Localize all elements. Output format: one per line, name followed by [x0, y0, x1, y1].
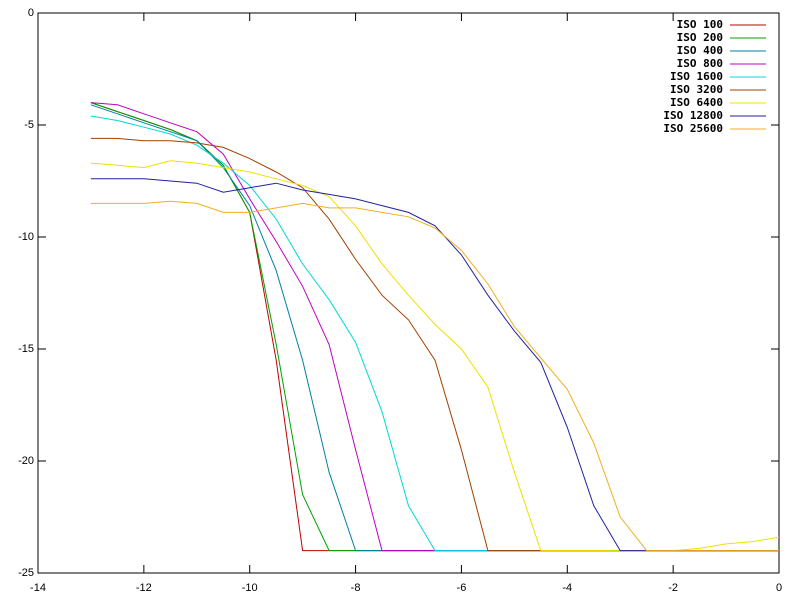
legend-label: ISO 3200	[670, 83, 723, 96]
legend-label: ISO 1600	[670, 70, 723, 83]
x-tick-label: -14	[30, 582, 46, 594]
series-line	[90, 137, 779, 552]
series-line	[90, 115, 779, 552]
legend-label: ISO 12800	[663, 109, 723, 122]
x-tick-label: -10	[242, 582, 258, 594]
series-line	[90, 160, 780, 552]
x-tick-label: -2	[668, 582, 678, 594]
x-tick-label: 0	[776, 582, 782, 594]
series-line	[90, 102, 779, 552]
y-tick-label: -10	[18, 231, 34, 243]
legend-label: ISO 400	[677, 44, 723, 57]
series-line	[90, 178, 779, 552]
x-tick-label: -8	[351, 582, 361, 594]
legend-label: ISO 6400	[670, 96, 723, 109]
legend-label: ISO 200	[677, 31, 723, 44]
series-line	[90, 200, 779, 552]
x-tick-label: -4	[562, 582, 572, 594]
y-tick-label: -25	[18, 567, 34, 579]
y-tick-label: -15	[18, 343, 34, 355]
x-tick-label: -12	[136, 582, 152, 594]
y-tick-label: -20	[18, 455, 34, 467]
plot-frame	[37, 12, 780, 574]
series-line	[90, 102, 779, 552]
legend-label: ISO 800	[677, 57, 723, 70]
y-tick-label: 0	[28, 7, 34, 19]
y-tick-label: -5	[24, 119, 34, 131]
legend-label: ISO 25600	[663, 122, 723, 135]
legend-label: ISO 100	[677, 18, 723, 31]
x-tick-label: -6	[457, 582, 467, 594]
series-line	[90, 102, 779, 552]
series-line	[90, 104, 779, 552]
